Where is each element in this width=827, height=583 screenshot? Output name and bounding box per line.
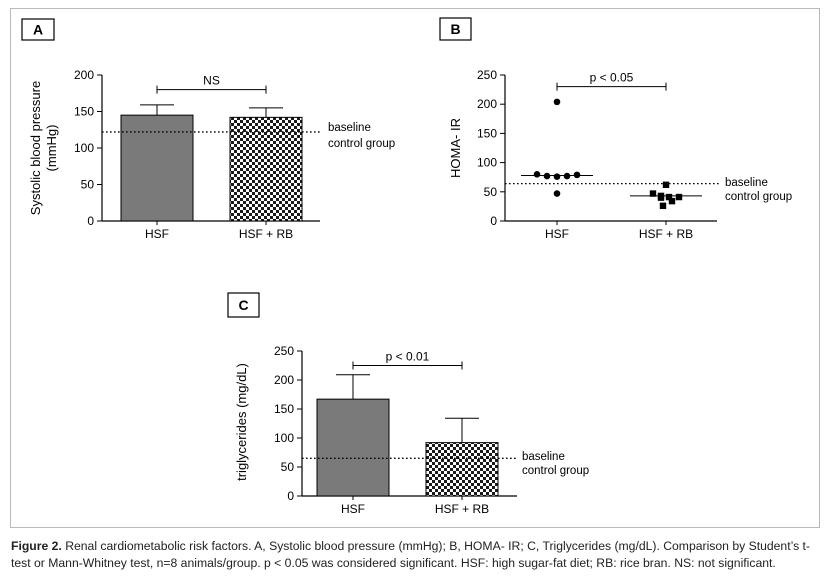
y-tick-label: 0	[287, 489, 294, 503]
data-point	[665, 193, 673, 201]
data-point	[659, 202, 667, 210]
data-point	[662, 181, 670, 188]
bar	[120, 114, 194, 222]
data-point	[649, 190, 657, 197]
caption-text: Renal cardiometabolic risk factors. A, S…	[11, 539, 810, 570]
significance-label: NS	[203, 74, 220, 88]
y-tick-label: 0	[490, 214, 497, 228]
y-tick-label: 50	[484, 185, 498, 199]
caption-label: Figure 2.	[11, 539, 62, 553]
data-point	[657, 194, 665, 201]
y-tick-label: 100	[74, 141, 94, 155]
charts-layer: A 0 50 100 150 200 HSF HSF + RB Systolic blood p…	[21, 17, 792, 516]
x-tick-label: HSF + RB	[435, 502, 489, 516]
figure-frame	[10, 8, 820, 528]
figure-caption: Figure 2. Renal cardiometabolic risk fac…	[11, 538, 817, 571]
data-point	[533, 170, 541, 178]
y-axis-label: (mmHg)	[44, 125, 59, 172]
y-tick-label: 100	[477, 156, 497, 170]
baseline-label: control group	[725, 191, 792, 203]
data-point	[553, 173, 561, 180]
bar	[229, 116, 303, 222]
y-tick-label: 250	[274, 344, 294, 358]
y-tick-label: 200	[274, 373, 294, 387]
data-point	[573, 171, 581, 179]
x-tick-label: HSF	[341, 502, 365, 516]
baseline-label: control group	[522, 465, 589, 477]
y-tick-label: 50	[281, 460, 295, 474]
y-tick-label: 150	[477, 126, 497, 140]
bar	[425, 442, 499, 497]
chart-panel-b: B 0 50 100 150 200 250 HSF HSF + RB HOMA- IR basel…	[439, 17, 792, 241]
data-point	[668, 197, 676, 205]
baseline-label: control group	[328, 138, 395, 150]
y-tick-label: 150	[274, 402, 294, 416]
data-point	[553, 190, 561, 197]
y-axis-label: triglycerides (mg/dL)	[234, 363, 249, 481]
panel-label-box	[21, 18, 55, 41]
panel-label: B	[450, 21, 460, 37]
chart-panel-c: C 0 50 100 150 200 250 HSF HSF + RB triglycerides…	[227, 292, 589, 516]
y-axis-label: Systolic blood pressure	[28, 81, 43, 215]
chart-panel-a: A 0 50 100 150 200 HSF HSF + RB Systolic blood p…	[21, 18, 395, 241]
x-tick-label: HSF + RB	[239, 227, 293, 241]
baseline-label: baseline	[522, 451, 565, 463]
baseline-label: baseline	[725, 177, 768, 189]
x-tick-label: HSF + RB	[639, 227, 693, 241]
data-point	[543, 172, 551, 180]
y-tick-label: 200	[74, 68, 94, 82]
panel-label-box	[439, 17, 472, 41]
x-tick-label: HSF	[545, 227, 569, 241]
significance-label: p < 0.01	[386, 350, 430, 364]
y-tick-label: 50	[81, 178, 95, 192]
data-point	[675, 193, 683, 201]
bar	[316, 398, 390, 497]
data-point	[553, 98, 561, 106]
panel-label: C	[238, 297, 248, 313]
data-point	[563, 172, 571, 180]
y-tick-label: 250	[477, 68, 497, 82]
panel-label: A	[33, 22, 43, 38]
baseline-label: baseline	[328, 122, 371, 134]
y-tick-label: 100	[274, 431, 294, 445]
panel-label-box	[227, 292, 260, 318]
x-tick-label: HSF	[145, 227, 169, 241]
significance-label: p < 0.05	[590, 71, 634, 85]
y-tick-label: 0	[87, 214, 94, 228]
y-tick-label: 200	[477, 97, 497, 111]
y-axis-label: HOMA- IR	[448, 118, 463, 178]
y-tick-label: 150	[74, 105, 94, 119]
